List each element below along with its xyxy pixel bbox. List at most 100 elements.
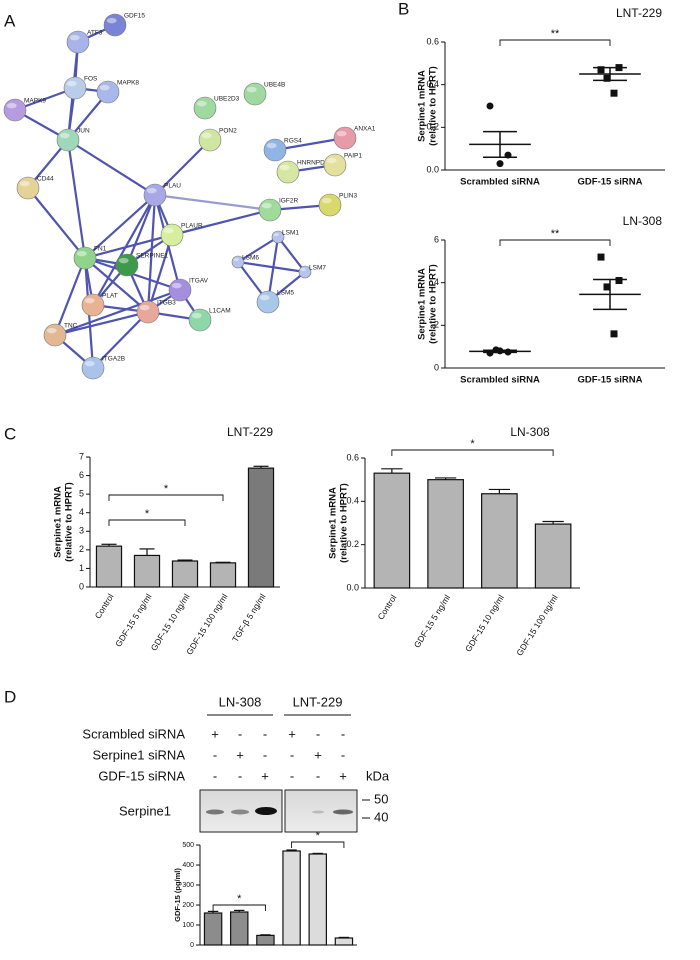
cell-line-label: LN-308: [219, 694, 262, 709]
significance-label: *: [237, 893, 242, 905]
network-node: [160, 223, 184, 247]
network-edge: [67, 139, 156, 196]
node-highlight: [300, 268, 306, 272]
significance-label: *: [470, 438, 475, 450]
y-tick-label: 6: [434, 234, 439, 244]
network-edge: [53, 257, 87, 336]
bar: [308, 853, 327, 946]
network-node: [143, 183, 167, 207]
node-label: JUN: [77, 128, 90, 135]
network-node: [66, 30, 90, 54]
condition-mark: -: [238, 768, 242, 783]
node-label: PLAT: [102, 293, 118, 300]
bar: [95, 545, 123, 588]
condition-mark: -: [341, 747, 345, 762]
bar: [373, 472, 411, 589]
node-label: LSM5: [277, 290, 294, 297]
network-node: [318, 193, 342, 217]
x-tick-label: GDF-15 siRNA: [578, 177, 643, 188]
data-point: [603, 74, 611, 82]
y-axis-label: (relative to HPRT): [428, 264, 439, 344]
network-node: [243, 82, 267, 106]
bar: [203, 912, 223, 946]
y-tick-label: 0.6: [346, 452, 359, 462]
node-highlight: [171, 282, 182, 289]
network-edge: [92, 311, 149, 369]
condition-mark: -: [290, 747, 294, 762]
condition-mark: +: [288, 726, 296, 741]
node-label: PLIN3: [339, 193, 357, 200]
y-tick-label: 500: [182, 842, 194, 849]
y-tick-label: 300: [182, 882, 194, 889]
y-tick-label: 6: [79, 470, 84, 480]
condition-mark: +: [339, 768, 347, 783]
node-label: PLAUR: [181, 223, 203, 230]
x-tick-label: Control: [375, 593, 398, 622]
condition-mark: +: [236, 747, 244, 762]
node-highlight: [321, 197, 332, 204]
x-tick-label: GDF-15 5 ng/ml: [113, 592, 154, 649]
y-axis-label: Serpine1 mRNA: [328, 487, 339, 559]
x-tick-label: GDF-15 100 ng/ml: [184, 592, 230, 657]
node-label: ITGA2B: [102, 356, 125, 363]
network-edge: [237, 260, 306, 274]
node-label: FN1: [94, 246, 107, 253]
network-node: [263, 138, 287, 162]
significance-bracket: [391, 449, 554, 456]
network-node: [16, 176, 40, 200]
cell-line-label: LNT-229: [293, 694, 343, 709]
data-point: [597, 253, 605, 261]
condition-mark: -: [238, 726, 242, 741]
network-edge: [84, 233, 173, 260]
node-highlight: [139, 304, 150, 311]
node-label: CD44: [37, 176, 54, 183]
significance-label: **: [551, 28, 560, 40]
x-tick-label: Scrambled siRNA: [460, 177, 540, 188]
network-node: [298, 265, 312, 279]
significance-bracket: [291, 841, 345, 848]
network-edge: [54, 288, 181, 337]
network-edge: [66, 139, 87, 259]
y-axis-label: Serpine1 mRNA: [417, 70, 428, 142]
condition-mark: -: [213, 747, 217, 762]
y-tick-label: 0.2: [426, 122, 439, 132]
bar: [133, 554, 161, 588]
significance-bracket: [108, 494, 224, 501]
network-node: [136, 300, 160, 324]
condition-label: Serpine1 siRNA: [93, 747, 186, 762]
node-highlight: [279, 164, 290, 171]
x-tick-label: GDF-15 10 ng/ml: [149, 592, 192, 653]
y-tick-label: 5: [79, 489, 84, 499]
data-point: [597, 66, 605, 74]
network-edge: [277, 236, 306, 273]
condition-mark: +: [211, 726, 219, 741]
y-axis-label: (relative to HPRT): [64, 482, 75, 562]
data-point: [496, 160, 504, 168]
condition-mark: -: [341, 726, 345, 741]
data-point: [615, 277, 623, 285]
network-node: [231, 255, 245, 269]
node-highlight: [201, 132, 212, 139]
y-tick-label: 4: [434, 277, 439, 287]
node-highlight: [273, 233, 279, 237]
y-tick-label: 200: [182, 902, 194, 909]
chart-title: LN-308: [623, 214, 663, 228]
condition-label: Scrambled siRNA: [82, 726, 185, 741]
significance-bracket: [499, 239, 611, 246]
node-label: GDF15: [124, 13, 145, 20]
node-highlight: [59, 132, 70, 139]
network-node: [81, 356, 105, 380]
y-tick-label: 400: [182, 862, 194, 869]
x-tick-label: TGF-β 5 ng/ml: [230, 592, 268, 644]
y-tick-label: 2: [79, 544, 84, 554]
network-edge: [27, 187, 86, 259]
node-label: LSM6: [242, 255, 259, 262]
y-axis-label: (relative to HPRT): [339, 483, 350, 563]
significance-bracket: [212, 904, 266, 911]
node-highlight: [233, 258, 239, 262]
network-node: [63, 76, 87, 100]
node-label: TNC: [64, 323, 78, 330]
bar: [230, 911, 249, 946]
node-highlight: [266, 142, 277, 149]
node-highlight: [19, 180, 30, 187]
